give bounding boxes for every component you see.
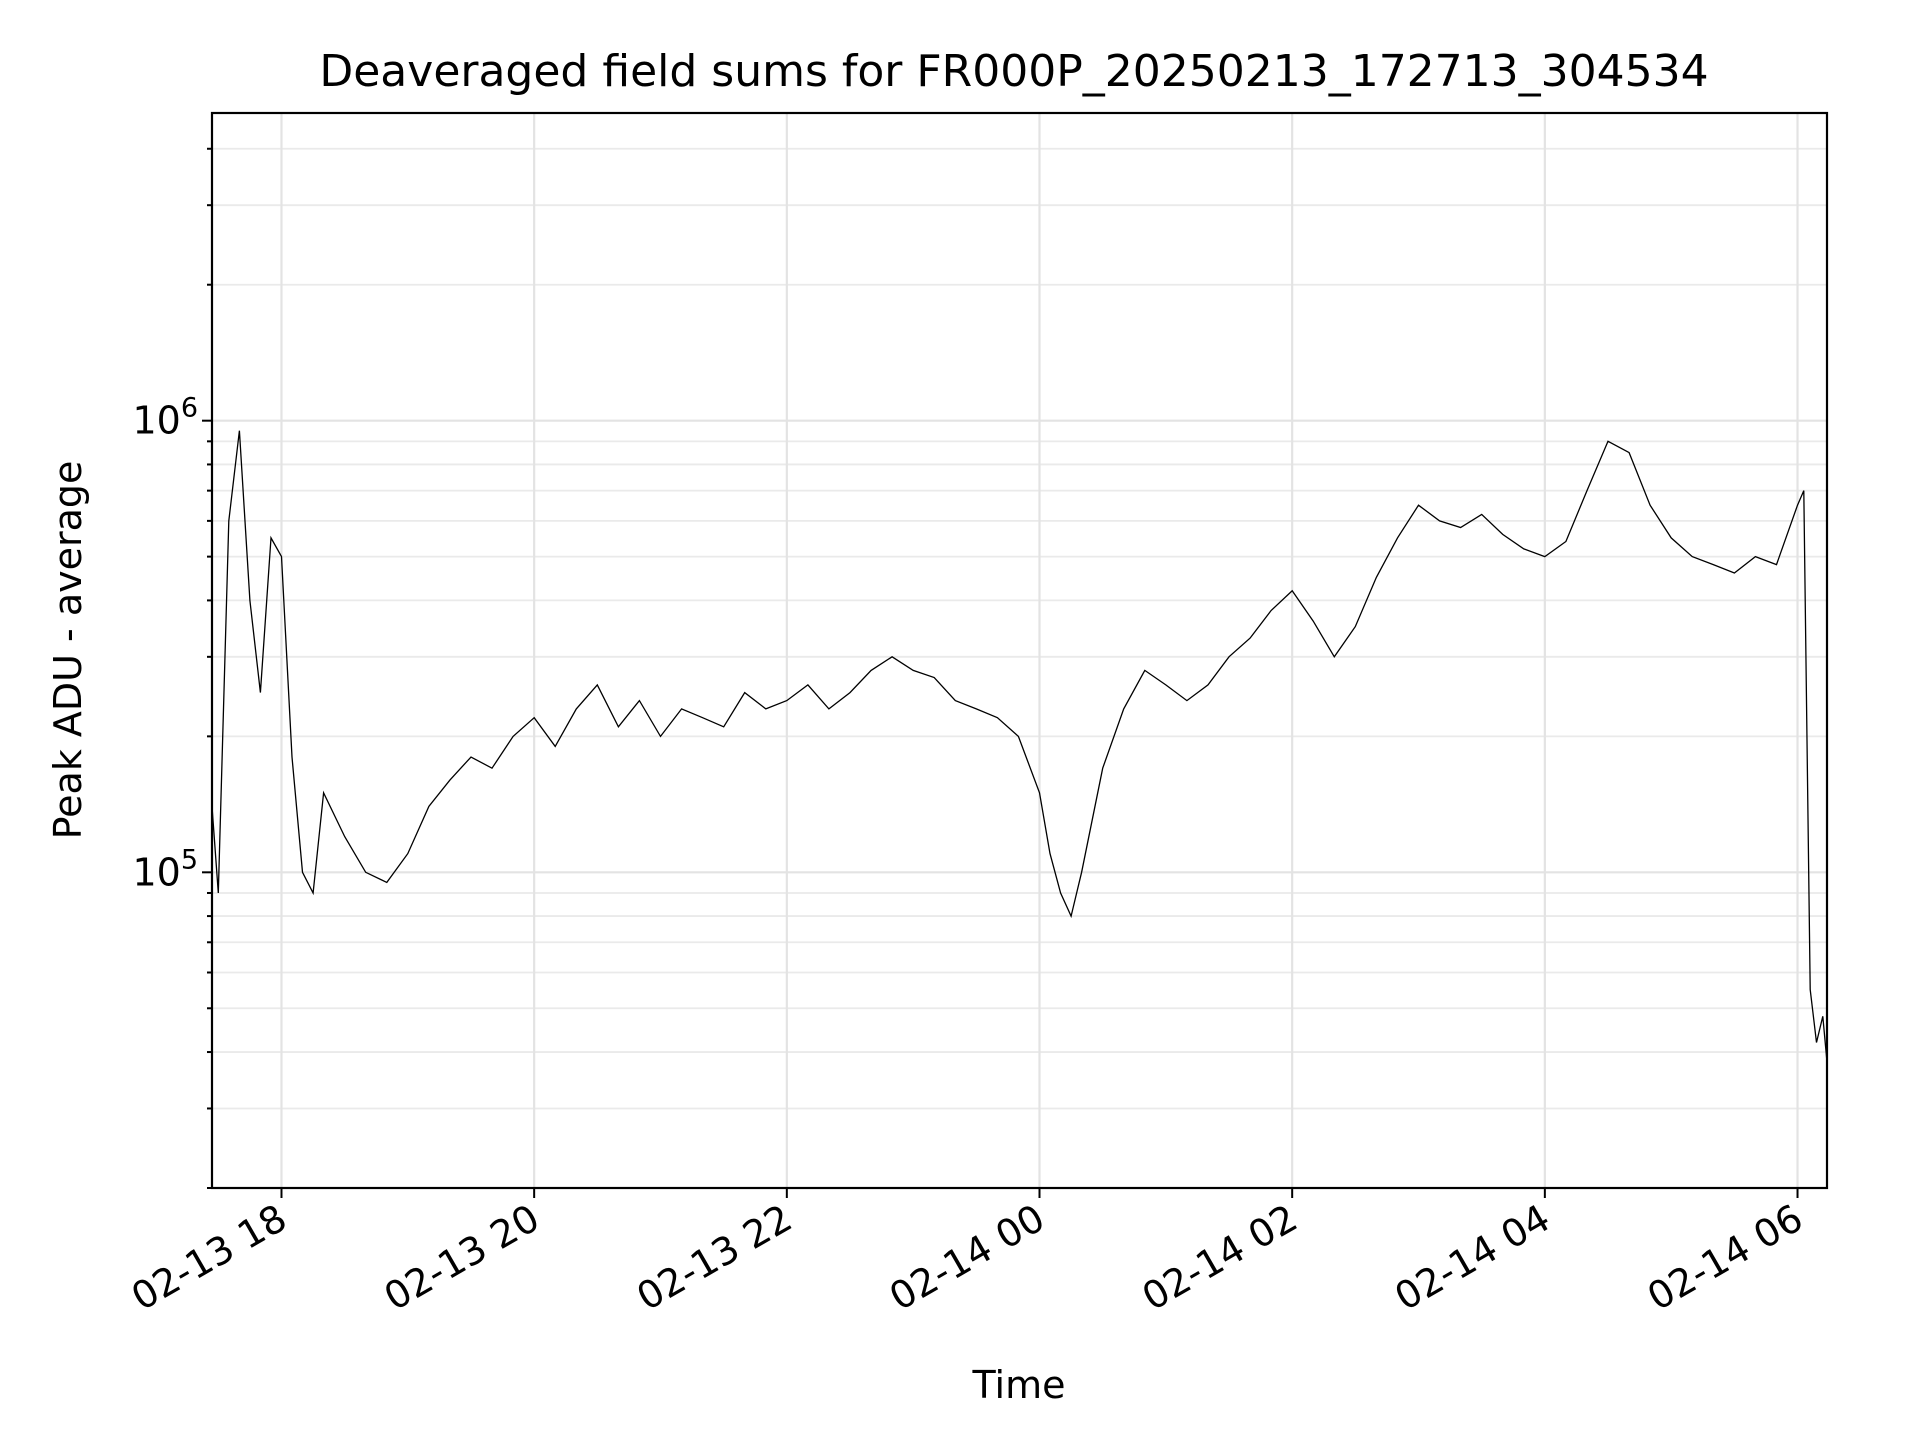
y-tick-label: 106: [132, 393, 198, 443]
y-axis-label: Peak ADU - average: [46, 461, 90, 840]
chart-title: Deaveraged field sums for FR000P_2025021…: [319, 46, 1708, 97]
plot-frame: [210, 111, 1829, 1190]
y-tick-label: 105: [132, 844, 198, 894]
y-axis: 105 106: [132, 147, 212, 1189]
grid: [212, 113, 1827, 1189]
x-axis-label: Time: [972, 1363, 1066, 1407]
series-line: [211, 430, 1828, 1063]
series-layer: [211, 430, 1828, 1063]
